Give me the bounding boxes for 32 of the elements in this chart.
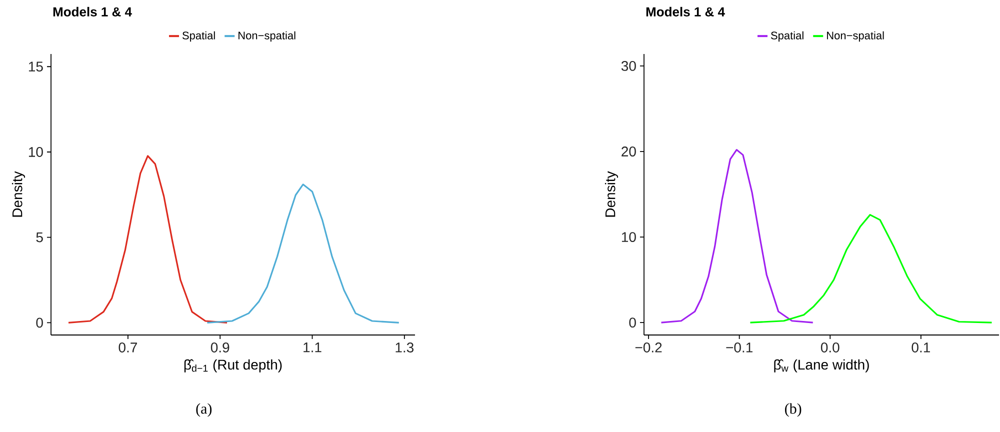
y-tick-label: 0 [36, 318, 43, 328]
legend-label: Non−spatial [827, 31, 884, 42]
y-axis-title: Density [604, 171, 618, 217]
x-tick-label: 0.0 [820, 342, 840, 352]
line-series [68, 155, 228, 324]
x-tick-label: −0.2 [635, 342, 662, 352]
chart-title: Models 1 & 4 [53, 6, 132, 16]
x-axis-title: β̂$_{w}$ (Lane width) [774, 359, 869, 372]
line-series [660, 149, 814, 324]
legend-label: Spatial [770, 31, 804, 42]
y-tick-label: 10 [622, 232, 636, 242]
x-tick-label: 1.3 [396, 342, 414, 352]
x-tick-label: 0.9 [210, 342, 230, 352]
line-series [749, 214, 993, 324]
y-tick-label: 5 [36, 232, 43, 242]
y-tick-label: 0 [629, 318, 636, 328]
x-tick-label: 0.1 [912, 342, 930, 352]
legend-label: Non−spatial [238, 31, 296, 42]
x-tick-label: 1.1 [304, 342, 322, 352]
text: (b) [785, 403, 802, 417]
x-tick-label: −0.1 [726, 342, 752, 352]
y-axis-title: Density [12, 171, 26, 217]
chart-title: Models 1 & 4 [646, 6, 725, 16]
legend-label: Spatial [182, 31, 215, 42]
y-tick-label: 10 [28, 147, 43, 157]
y-tick-label: 15 [28, 62, 43, 72]
line-series [206, 184, 400, 324]
y-tick-label: 30 [621, 61, 636, 71]
y-tick-label: 20 [622, 146, 636, 156]
text: (a) [196, 403, 212, 417]
x-tick-label: 0.7 [118, 342, 137, 352]
x-axis-title: β̂$_{d−1}$ (Rut depth) [184, 359, 282, 372]
